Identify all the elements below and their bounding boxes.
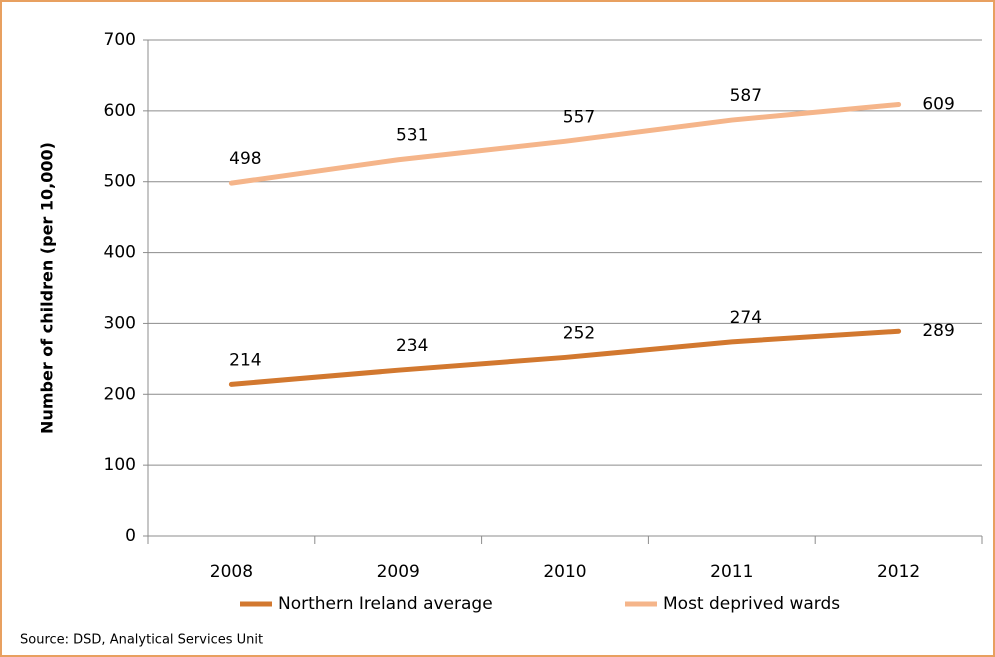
- legend-label: Most deprived wards: [663, 594, 840, 614]
- y-tick-label: 700: [104, 30, 136, 50]
- data-line: [228, 101, 902, 186]
- data-label: 557: [563, 107, 595, 127]
- x-tick-label: 2012: [877, 562, 920, 582]
- x-tick-label: 2010: [543, 562, 586, 582]
- source-note: Source: DSD, Analytical Services Unit: [20, 633, 263, 648]
- x-tick-label: 2011: [710, 562, 753, 582]
- y-tick-label: 600: [104, 101, 136, 121]
- data-label: 214: [229, 350, 261, 370]
- y-tick-label: 400: [104, 243, 136, 263]
- x-tick-label: 2009: [377, 562, 420, 582]
- data-label: 252: [563, 323, 595, 343]
- y-axis-label: Number of children (per 10,000): [38, 142, 57, 434]
- data-line: [228, 328, 902, 387]
- data-label: 498: [229, 149, 261, 169]
- y-tick-label: 500: [104, 172, 136, 192]
- data-label: 609: [922, 94, 954, 114]
- y-tick-label: 100: [104, 455, 136, 475]
- data-label: 234: [396, 336, 428, 356]
- y-tick-label: 300: [104, 313, 136, 333]
- legend-label: Northern Ireland average: [278, 594, 493, 614]
- y-tick-label: 200: [104, 384, 136, 404]
- y-tick-label: 0: [125, 526, 136, 546]
- x-tick-label: 2008: [210, 562, 253, 582]
- data-label: 274: [730, 308, 762, 328]
- data-label: 587: [730, 86, 762, 106]
- data-label: 531: [396, 126, 428, 146]
- data-label: 289: [922, 321, 954, 341]
